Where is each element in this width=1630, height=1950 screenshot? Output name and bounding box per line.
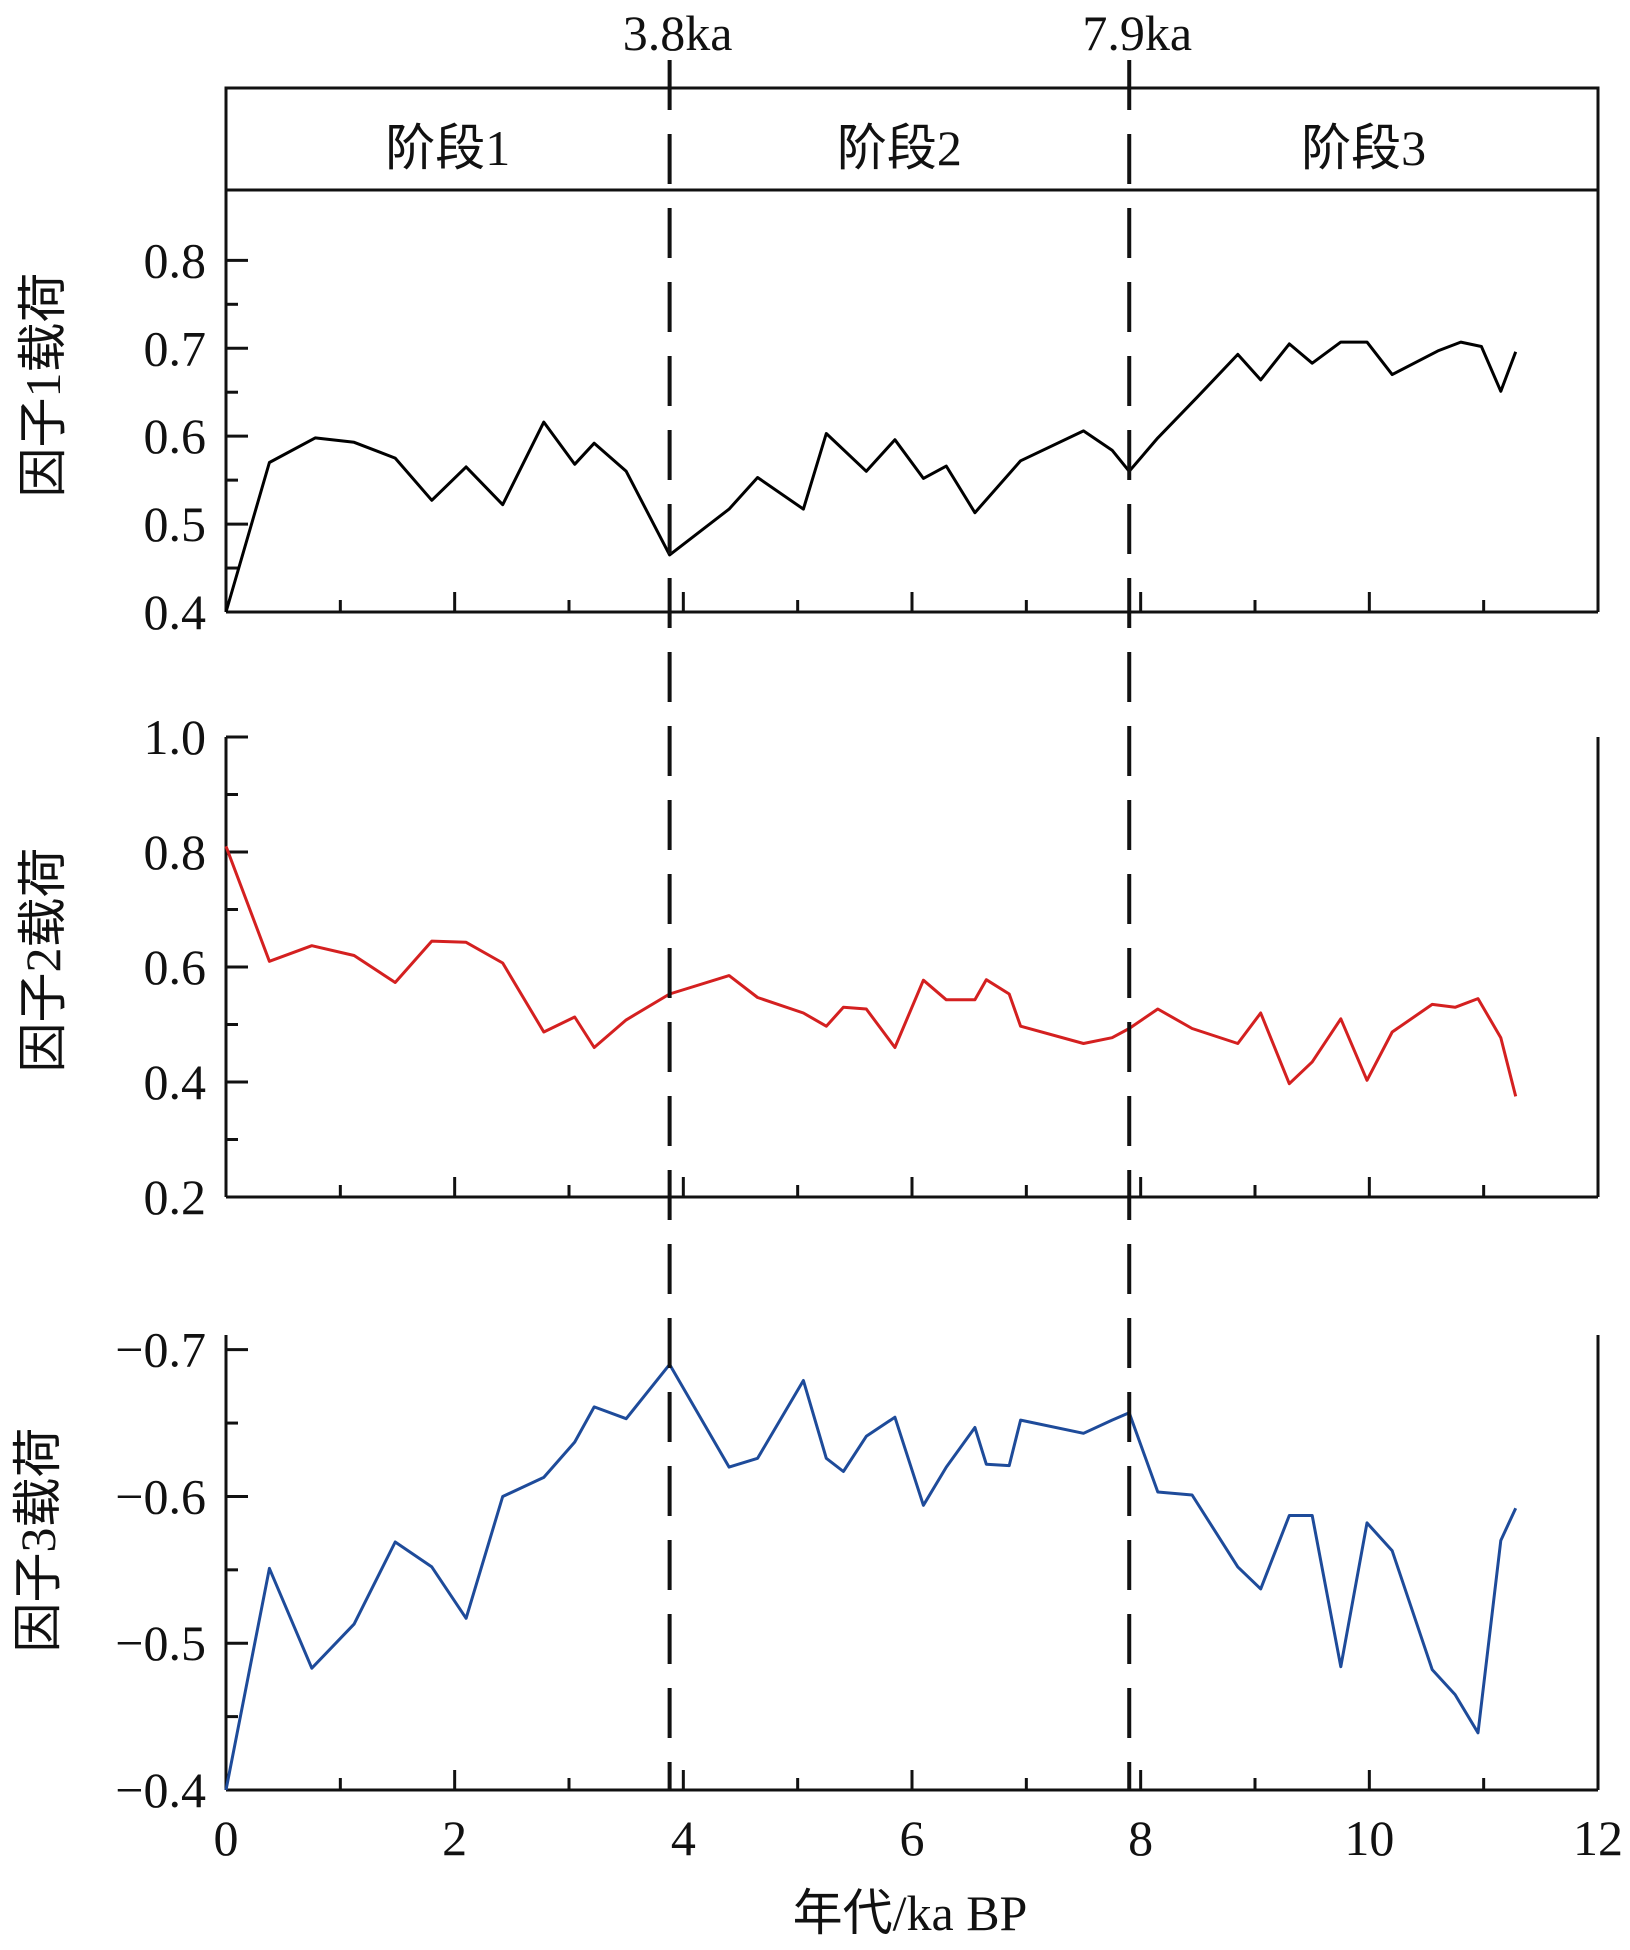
x-tick-label: 6 — [900, 1810, 925, 1866]
x-tick-label: 0 — [214, 1810, 239, 1866]
marker-label-7-9ka: 7.9ka — [1082, 5, 1192, 61]
panel-3-series-line — [224, 1362, 1518, 1791]
panel-2: 0.2 0.4 0.6 0.8 1.0 因子2载荷 — [15, 709, 1600, 1225]
panel-2-y-tick-label: 0.4 — [144, 1054, 207, 1110]
x-tick-label: 8 — [1128, 1810, 1153, 1866]
x-tick-label: 12 — [1573, 1810, 1623, 1866]
panel-1-y-tick-label: 0.6 — [144, 408, 207, 464]
panel-3-y-ticks: −0.4 −0.5 −0.6 −0.7 — [115, 1322, 1600, 1818]
panel-1-y-tick-label: 0.7 — [144, 320, 207, 376]
panel-3-y-axis-label: 因子3载荷 — [10, 1428, 66, 1653]
panel-3-y-tick-label: −0.6 — [115, 1468, 206, 1524]
x-axis-ticks: 0 2 4 6 8 10 12 — [214, 1810, 1624, 1866]
panel-1-y-tick-label: 0.5 — [144, 496, 207, 552]
x-axis-label: 年代/ka BP — [793, 1885, 1028, 1941]
panel-1-y-ticks: 0.4 0.5 0.6 0.7 0.8 — [144, 190, 1600, 640]
panel-2-y-tick-label: 1.0 — [144, 709, 207, 765]
panel-1-y-axis-label: 因子1载荷 — [15, 273, 71, 498]
panel-3-y-tick-label: −0.5 — [115, 1615, 206, 1671]
stage-band — [224, 86, 1600, 192]
panel-1-series-line — [224, 340, 1518, 613]
panel-1-y-tick-label: 0.8 — [144, 232, 207, 288]
panel-3: −0.4 −0.5 −0.6 −0.7 因子3载荷 — [10, 1322, 1600, 1818]
stage-label-3: 阶段3 — [1301, 120, 1426, 176]
panel-3-y-tick-label: −0.7 — [115, 1322, 206, 1378]
panel-2-y-tick-label: 0.2 — [144, 1169, 207, 1225]
x-tick-label: 10 — [1344, 1810, 1394, 1866]
stage-label-1: 阶段1 — [385, 120, 510, 176]
panel-1-y-tick-label: 0.4 — [144, 584, 207, 640]
marker-label-3-8ka: 3.8ka — [623, 5, 733, 61]
panel-3-y-tick-label: −0.4 — [115, 1762, 206, 1818]
panel-2-y-axis-label: 因子2载荷 — [15, 848, 71, 1073]
panel-1: 0.4 0.5 0.6 0.7 0.8 因子1载荷 — [15, 190, 1600, 640]
panel-2-series-line — [224, 845, 1518, 1097]
stage-label-2: 阶段2 — [837, 120, 962, 176]
panel-2-y-tick-label: 0.8 — [144, 824, 207, 880]
marker-lines — [667, 60, 1132, 1790]
panel-2-y-tick-label: 0.6 — [144, 939, 207, 995]
x-tick-label: 2 — [442, 1810, 467, 1866]
panel-2-y-ticks: 0.2 0.4 0.6 0.8 1.0 — [144, 709, 1600, 1225]
x-tick-label: 4 — [671, 1810, 696, 1866]
